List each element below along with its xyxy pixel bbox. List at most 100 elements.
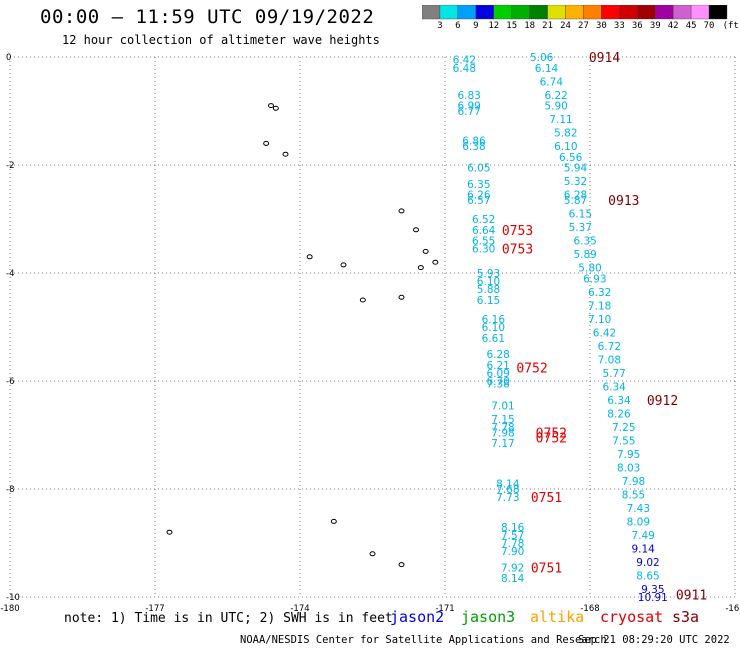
- swh-value-label: 6.48: [453, 63, 476, 75]
- swh-value-label: 6.99: [457, 101, 480, 113]
- swh-value-label: 7.78: [491, 422, 514, 434]
- swh-value-label: 8.65: [636, 570, 659, 582]
- island-outline: [340, 262, 347, 268]
- island-outline: [398, 562, 405, 568]
- colorbar-tick-label: 70: [703, 21, 715, 31]
- swh-value-label: 7.43: [627, 503, 650, 515]
- swh-value-label: 7.01: [491, 400, 514, 412]
- island-outline: [282, 151, 289, 157]
- swh-value-label: 5.94: [564, 163, 588, 175]
- island-outline: [263, 140, 270, 146]
- swh-value-label: 6.70: [486, 376, 509, 388]
- colorbar-tick-label: 42: [667, 21, 679, 31]
- swh-value-label: 6.21: [486, 360, 509, 372]
- colorbar-tick-label: 21: [542, 21, 553, 31]
- swh-value-label: 6.86: [462, 136, 486, 148]
- y-tick-label: -2: [6, 161, 14, 171]
- colorbar-tick-label: 6: [455, 21, 461, 31]
- swh-value-label: 5.89: [573, 249, 596, 261]
- note-text: note: 1) Time is in UTC; 2) SWH is in fe…: [64, 611, 393, 626]
- x-tick-label: -177: [145, 604, 164, 614]
- swh-value-label: 7.49: [631, 530, 654, 542]
- swh-value-label: 6.28: [486, 349, 509, 361]
- island-outline: [422, 248, 429, 254]
- swh-value-label: 6.10: [554, 141, 577, 153]
- swh-value-label: 6.32: [588, 287, 611, 299]
- swh-value-label: 9.35: [641, 584, 664, 596]
- swh-value-label: 8.14: [496, 479, 520, 491]
- pass-time-label: 0752: [536, 432, 567, 447]
- swh-value-label: 7.98: [491, 427, 514, 439]
- swh-value-label: 6.42: [453, 55, 476, 67]
- x-tick-label: -168: [580, 604, 599, 614]
- swh-value-label: 6.72: [598, 341, 621, 353]
- colorbar-tick-label: 45: [685, 21, 697, 31]
- mission-label-jason2: jason2: [390, 608, 445, 626]
- colorbar-tick-label: 24: [560, 21, 571, 31]
- island-outline: [306, 254, 313, 260]
- swh-value-label: 6.83: [457, 90, 480, 102]
- map-subtitle: 12 hour collection of altimeter wave hei…: [62, 33, 380, 47]
- swh-value-label: 7.92: [501, 562, 524, 574]
- pass-time-label: 0751: [531, 561, 562, 576]
- pass-time-label: 0911: [676, 588, 707, 603]
- swh-value-label: 6.35: [573, 236, 596, 248]
- swh-value-label: 6.93: [583, 273, 606, 285]
- colorbar-tick-label: 3: [437, 21, 443, 31]
- swh-value-label: 6.28: [564, 190, 587, 202]
- swh-value-label: 6.09: [486, 368, 509, 380]
- colorbar-tick-label: 30: [595, 21, 607, 31]
- colorbar-unit: (ft): [722, 21, 740, 31]
- swh-value-label: 6.38: [462, 141, 485, 153]
- mission-label-altika: altika: [530, 608, 585, 626]
- swh-value-label: 5.88: [477, 284, 500, 296]
- x-tick-label: -165: [725, 604, 740, 614]
- swh-value-label: 7.15: [491, 414, 514, 426]
- pass-time-label: 0752: [536, 426, 567, 441]
- swh-value-label: 6.26: [467, 190, 491, 202]
- island-outline: [268, 103, 274, 109]
- colorbar-tick-label: 27: [578, 21, 589, 31]
- colorbar-tick-label: 33: [613, 21, 625, 31]
- grid: [9, 56, 736, 598]
- colorbar-tick-label: 36: [631, 21, 643, 31]
- swh-value-label: 7.25: [612, 422, 635, 434]
- swh-value-label: 5.90: [544, 101, 567, 113]
- pass-time-label: 0751: [531, 491, 562, 506]
- colorbar-tick-label: 18: [524, 21, 536, 31]
- island-outline: [398, 294, 405, 300]
- swh-value-label: 7.90: [501, 546, 524, 558]
- pass-time-label: 0753: [502, 224, 533, 239]
- swh-value-label: 6.10: [482, 322, 505, 334]
- swh-value-label: 5.80: [578, 263, 601, 275]
- swh-value-label: 8.16: [501, 522, 525, 534]
- swh-value-label: 8.26: [607, 408, 631, 420]
- y-tick-label: -10: [6, 593, 20, 603]
- swh-value-label: 8.55: [622, 489, 645, 501]
- mission-label-jason3: jason3: [461, 608, 516, 626]
- swh-value-label: 7.18: [588, 300, 611, 312]
- swh-value-label: 8.09: [627, 516, 650, 528]
- swh-value-label: 6.22: [544, 90, 567, 102]
- swh-value-label: 5.82: [554, 128, 577, 140]
- footer-timestamp: Sep 21 08:29:20 UTC 2022: [578, 634, 730, 646]
- swh-value-label: 6.35: [467, 179, 490, 191]
- swh-value-label: 6.61: [482, 333, 505, 345]
- swh-value-label: 6.56: [559, 152, 583, 164]
- pass-time-label: 0753: [502, 243, 533, 258]
- swh-value-label: 9.14: [631, 543, 655, 555]
- x-tick-label: -180: [0, 604, 19, 614]
- swh-value-label: 5.93: [477, 268, 500, 280]
- swh-value-label: 7.08: [598, 354, 621, 366]
- swh-value-label: 6.64: [472, 225, 496, 237]
- time-labels: 0914091307530753075209120752075207510751…: [502, 51, 707, 603]
- pass-time-label: 0912: [647, 394, 678, 409]
- x-tick-label: -171: [435, 604, 454, 614]
- colorbar-tick-label: 39: [649, 21, 661, 31]
- swh-value-label: 7.10: [588, 314, 611, 326]
- swh-value-label: 7.98: [622, 476, 645, 488]
- swh-value-label: 6.15: [569, 209, 592, 221]
- swh-value-label: 7.73: [496, 492, 519, 504]
